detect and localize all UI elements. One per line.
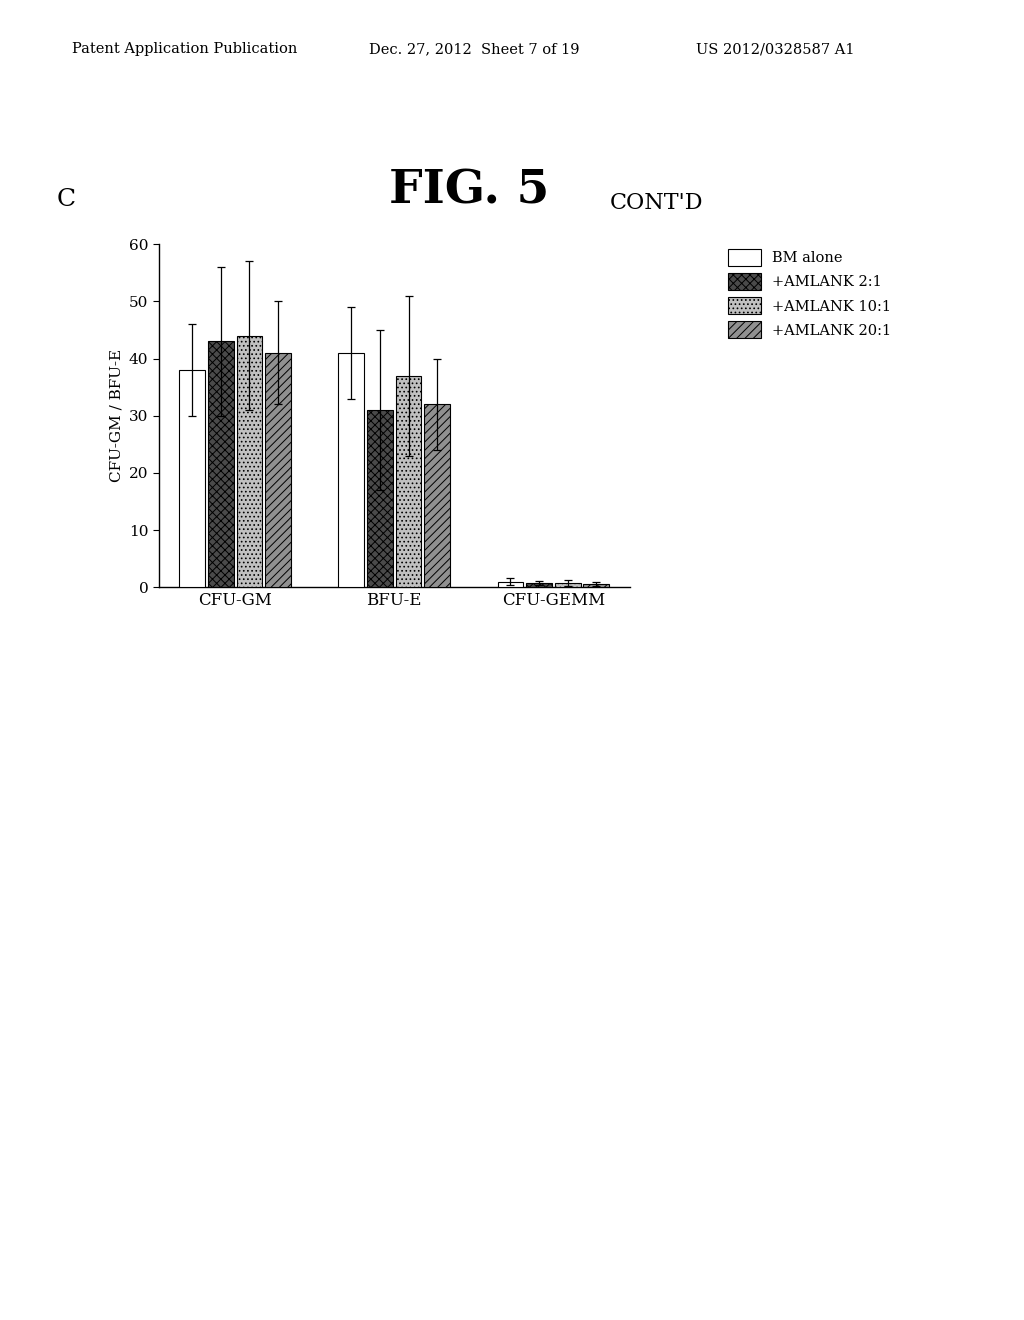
Bar: [526, 583, 552, 587]
Bar: [498, 582, 523, 587]
Bar: [237, 335, 262, 587]
Text: CONT'D: CONT'D: [609, 191, 702, 214]
Bar: [265, 352, 291, 587]
Y-axis label: CFU-GM / BFU-E: CFU-GM / BFU-E: [110, 350, 123, 482]
Legend: BM alone, +AMLANK 2:1, +AMLANK 10:1, +AMLANK 20:1: BM alone, +AMLANK 2:1, +AMLANK 10:1, +AM…: [724, 244, 896, 343]
Bar: [395, 376, 422, 587]
Text: Dec. 27, 2012  Sheet 7 of 19: Dec. 27, 2012 Sheet 7 of 19: [369, 42, 580, 57]
Text: FIG. 5: FIG. 5: [389, 168, 550, 214]
Bar: [208, 342, 233, 587]
Bar: [555, 583, 581, 587]
Bar: [424, 404, 451, 587]
Text: US 2012/0328587 A1: US 2012/0328587 A1: [696, 42, 855, 57]
Bar: [367, 411, 393, 587]
Text: Patent Application Publication: Patent Application Publication: [72, 42, 297, 57]
Bar: [584, 583, 609, 587]
Bar: [338, 352, 365, 587]
Text: C: C: [56, 189, 76, 211]
Bar: [179, 370, 205, 587]
